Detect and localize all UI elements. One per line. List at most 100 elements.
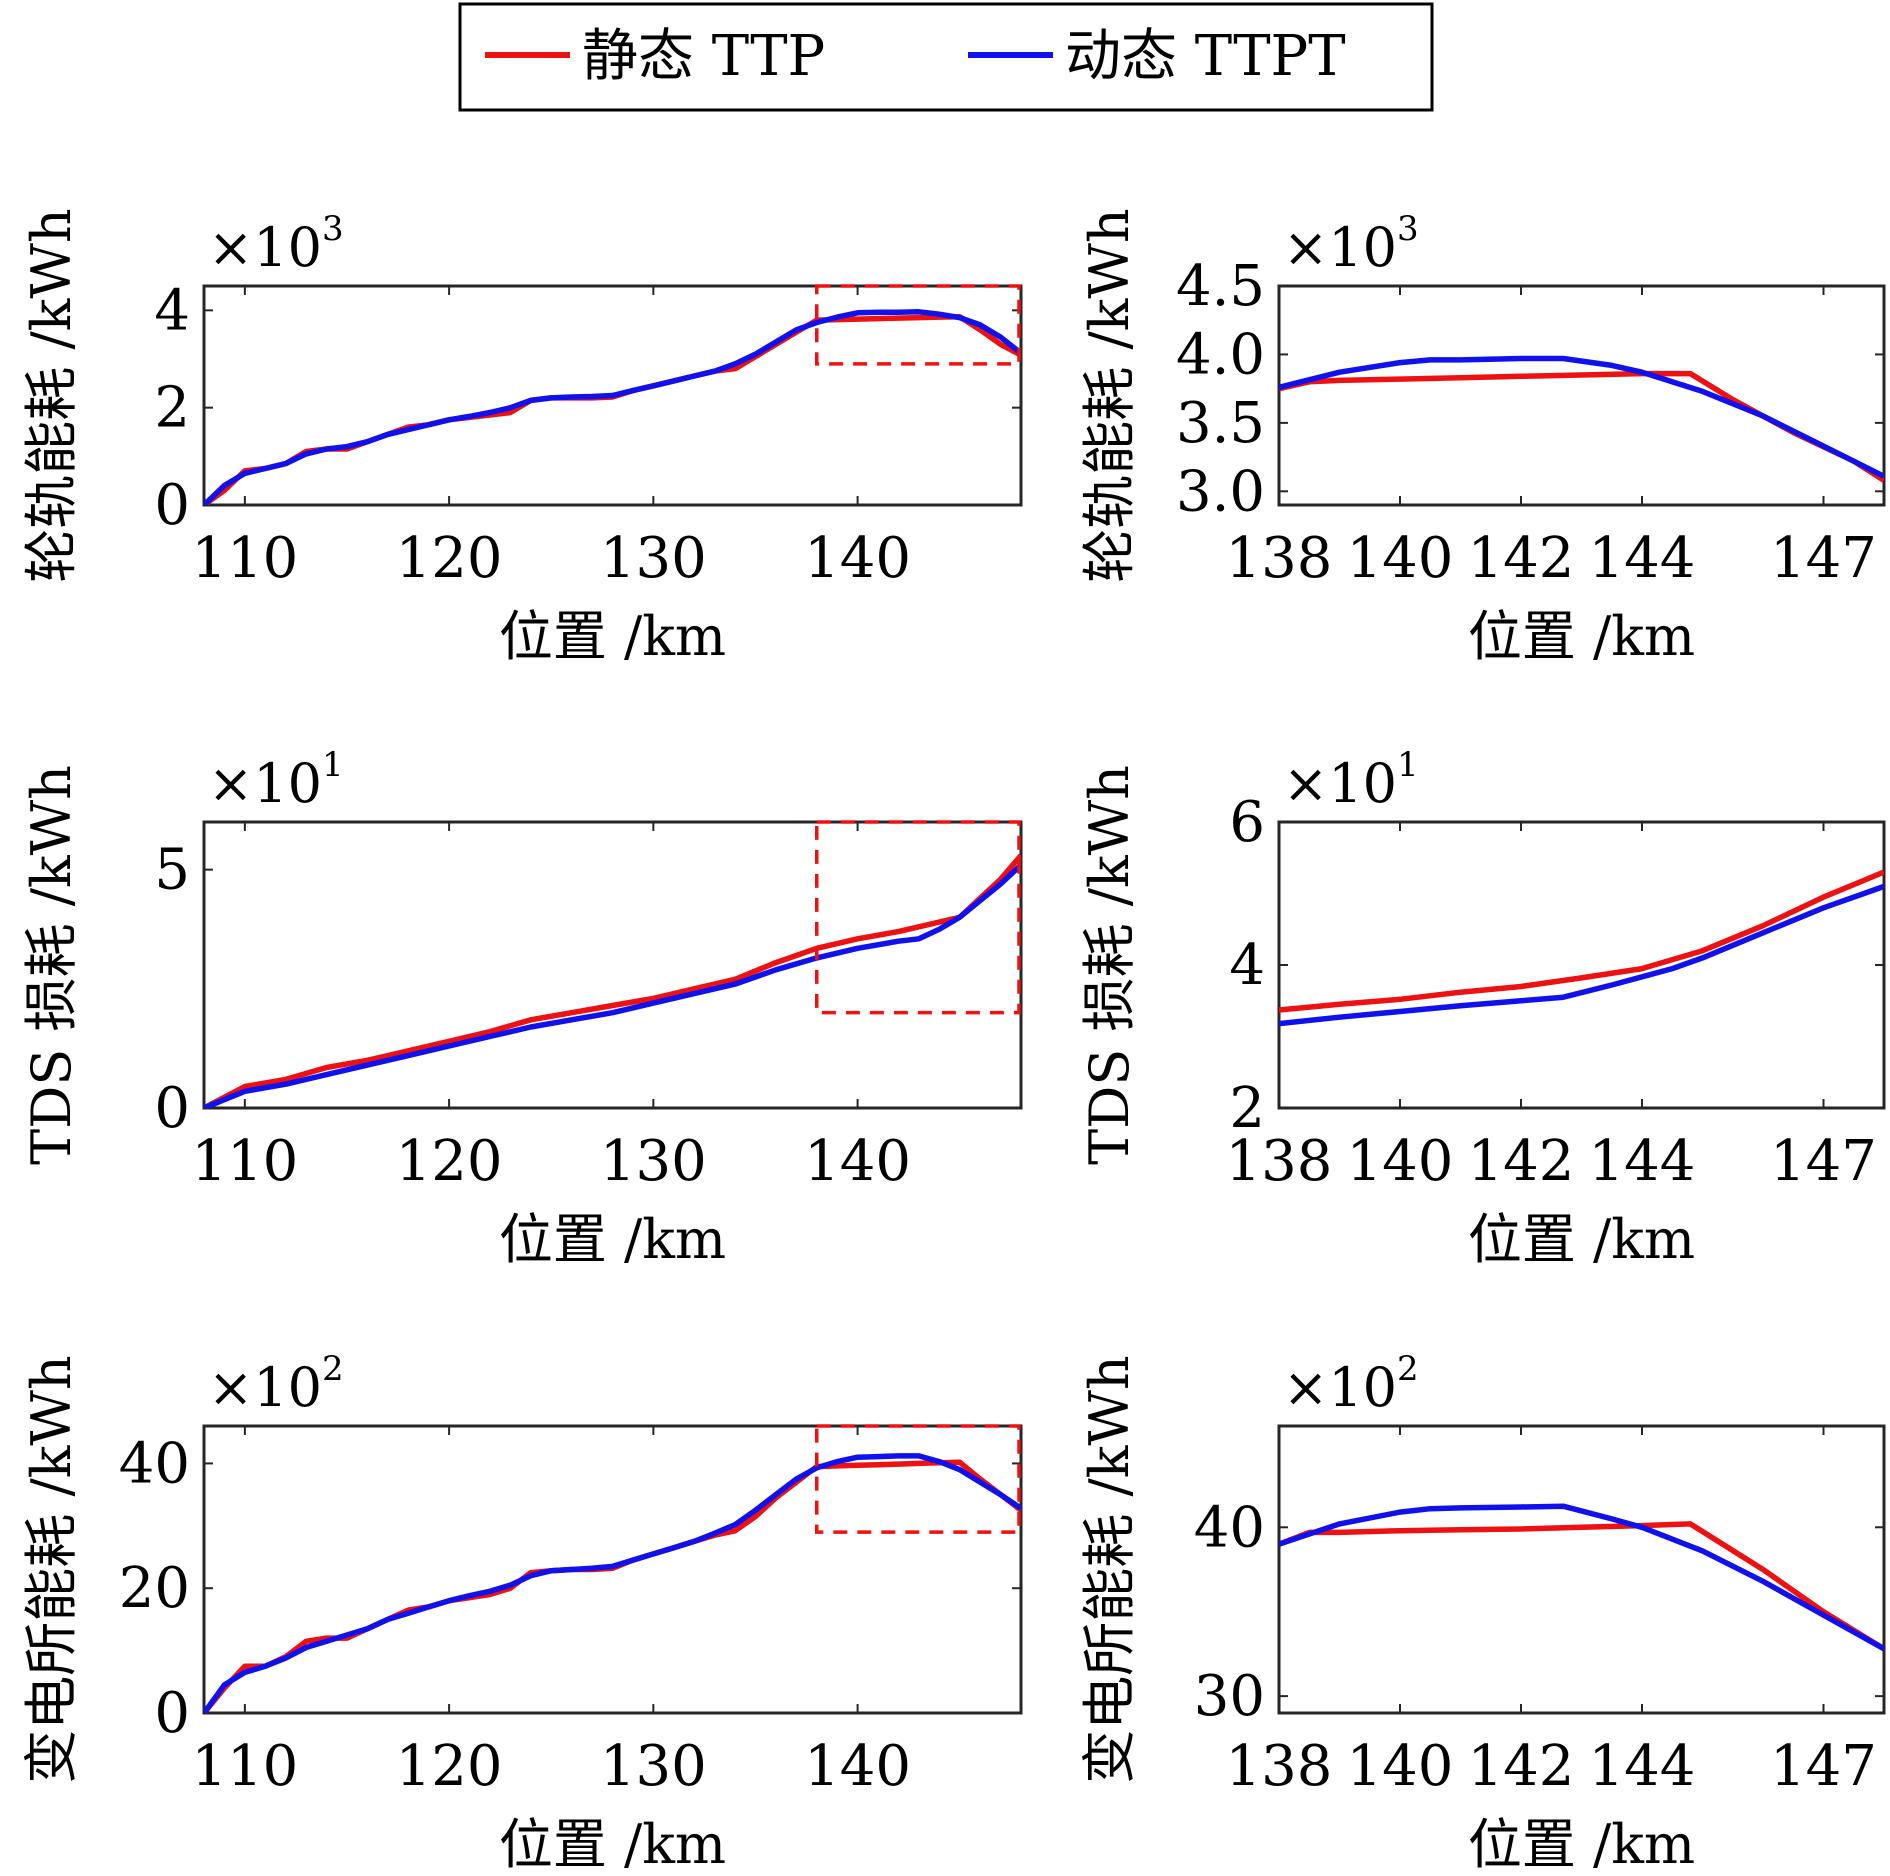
y-tick-label: 0	[154, 473, 190, 538]
y-tick-label: 3.5	[1176, 391, 1265, 456]
series-line-static	[1279, 1521, 1884, 1652]
axes-box	[202, 1424, 1023, 1715]
y-tick-label: 4.5	[1176, 254, 1265, 319]
x-axis-label: 位置 /km	[499, 1813, 726, 1876]
y-exponent-label: ×103	[208, 209, 344, 279]
x-tick-label: 144	[1589, 1129, 1696, 1194]
y-exponent-label: ×102	[1283, 1349, 1419, 1419]
y-tick-label: 40	[1194, 1495, 1265, 1560]
y-tick-label: 2	[154, 376, 190, 441]
series-line-dynamic	[1279, 883, 1884, 1027]
y-axis-label: 变电所能耗 /kWh	[1078, 1355, 1141, 1783]
x-tick-label: 140	[1347, 1734, 1454, 1799]
y-axis-label: 轮轨能耗 /kWh	[1078, 208, 1141, 582]
chart-panel-wheel-rail-full: 110 120 130 140 0 2 4 ×103 位置 /km 轮轨能耗 /kWh	[20, 208, 1023, 668]
series-line-static	[204, 1459, 1021, 1713]
x-tick-label: 144	[1589, 526, 1696, 591]
x-tick-label: 138	[1226, 1129, 1333, 1194]
series-line-static	[1279, 370, 1884, 483]
x-tick-label: 120	[396, 526, 503, 591]
y-tick-label: 4	[154, 278, 190, 343]
series-line-dynamic	[204, 862, 1021, 1108]
x-axis-label: 位置 /km	[499, 605, 726, 668]
x-tick-label: 120	[396, 1129, 503, 1194]
legend-box	[458, 2, 1434, 112]
zoom-region-box	[815, 1424, 1021, 1534]
y-tick-label: 0	[154, 1681, 190, 1746]
y-tick-label: 3.0	[1176, 459, 1265, 524]
x-tick-label: 147	[1770, 526, 1877, 591]
x-tick-label: 147	[1770, 1129, 1877, 1194]
chart-panel-tds-loss-zoom: 138 140 142 144 147 2 4 6 ×101 位置 /km TDS 损耗 /kWh	[1078, 745, 1886, 1271]
series-line-static	[204, 313, 1021, 505]
x-axis-label: 位置 /km	[499, 1208, 726, 1271]
x-tick-label: 110	[191, 1734, 298, 1799]
y-tick-label: 5	[154, 838, 190, 903]
y-exponent-power: 3	[322, 209, 344, 249]
legend-label-dynamic: 动态 TTPT	[1065, 24, 1346, 89]
y-axis-label: TDS 损耗 /kWh	[1078, 765, 1141, 1165]
y-exponent-label: ×102	[208, 1349, 344, 1419]
x-tick-label: 130	[600, 526, 707, 591]
x-tick-label: 140	[1347, 1129, 1454, 1194]
y-tick-label: 6	[1229, 790, 1265, 855]
y-axis-label: 轮轨能耗 /kWh	[20, 208, 83, 582]
series-line-dynamic	[1279, 1503, 1884, 1652]
y-tick-label: 40	[119, 1431, 190, 1496]
y-exponent-power: 3	[1397, 209, 1419, 249]
x-tick-label: 142	[1468, 1734, 1575, 1799]
series-line-static	[1279, 869, 1884, 1013]
legend: 静态 TTP 动态 TTPT	[458, 2, 1434, 112]
series-line-dynamic	[204, 309, 1021, 505]
x-tick-label: 140	[804, 526, 911, 591]
y-tick-label: 4.0	[1176, 322, 1265, 387]
y-tick-label: 20	[119, 1556, 190, 1621]
x-tick-label: 130	[600, 1129, 707, 1194]
y-exponent-power: 1	[1397, 745, 1419, 785]
chart-panel-substation-zoom: 138 140 142 144 147 30 40 ×102 位置 /km 变电所能耗 /kWh	[1078, 1349, 1886, 1876]
x-tick-label: 110	[191, 1129, 298, 1194]
y-exponent-label: ×103	[1283, 209, 1419, 279]
y-tick-label: 2	[1229, 1076, 1265, 1141]
x-tick-label: 144	[1589, 1734, 1696, 1799]
zoom-region-box	[815, 820, 1021, 1015]
series-line-dynamic	[1279, 355, 1884, 479]
x-tick-label: 138	[1226, 1734, 1333, 1799]
x-tick-label: 147	[1770, 1734, 1877, 1799]
x-tick-label: 120	[396, 1734, 503, 1799]
x-axis-label: 位置 /km	[1468, 1208, 1695, 1271]
y-axis-label: TDS 损耗 /kWh	[20, 765, 83, 1165]
y-tick-label: 30	[1194, 1664, 1265, 1729]
x-tick-label: 140	[804, 1129, 911, 1194]
x-tick-label: 110	[191, 526, 298, 591]
chart-panel-tds-loss-full: 110 120 130 140 0 5 ×101 位置 /km TDS 损耗 /kWh	[20, 745, 1023, 1271]
zoom-region-box	[815, 284, 1021, 366]
y-exponent-label: ×101	[208, 745, 344, 815]
chart-panel-wheel-rail-zoom: 138 140 142 144 147 3.03.54.04.5 ×103 位置 /km 轮轨能…	[1078, 208, 1886, 668]
x-tick-label: 130	[600, 1734, 707, 1799]
y-exponent-power: 2	[1397, 1349, 1419, 1389]
y-tick-label: 4	[1229, 933, 1265, 998]
x-tick-label: 138	[1226, 526, 1333, 591]
y-tick-label: 0	[154, 1076, 190, 1141]
y-exponent-power: 1	[322, 745, 344, 785]
series-line-static	[204, 853, 1021, 1108]
axes-box	[1277, 284, 1886, 507]
x-tick-label: 142	[1468, 1129, 1575, 1194]
axes-box	[202, 820, 1023, 1110]
x-tick-label: 142	[1468, 526, 1575, 591]
x-axis-label: 位置 /km	[1468, 1813, 1695, 1876]
axes-box	[1277, 1424, 1886, 1715]
x-tick-label: 140	[804, 1734, 911, 1799]
axes-box	[202, 284, 1023, 507]
chart-panel-substation-full: 110 120 130 140 0 20 40 ×102 位置 /km 变电所能耗 /kWh	[20, 1349, 1023, 1876]
y-exponent-power: 2	[322, 1349, 344, 1389]
series-line-dynamic	[204, 1453, 1021, 1713]
y-axis-label: 变电所能耗 /kWh	[20, 1355, 83, 1783]
y-exponent-label: ×101	[1283, 745, 1419, 815]
x-axis-label: 位置 /km	[1468, 605, 1695, 668]
legend-label-static: 静态 TTP	[582, 24, 825, 89]
axes-box	[1277, 820, 1886, 1110]
x-tick-label: 140	[1347, 526, 1454, 591]
